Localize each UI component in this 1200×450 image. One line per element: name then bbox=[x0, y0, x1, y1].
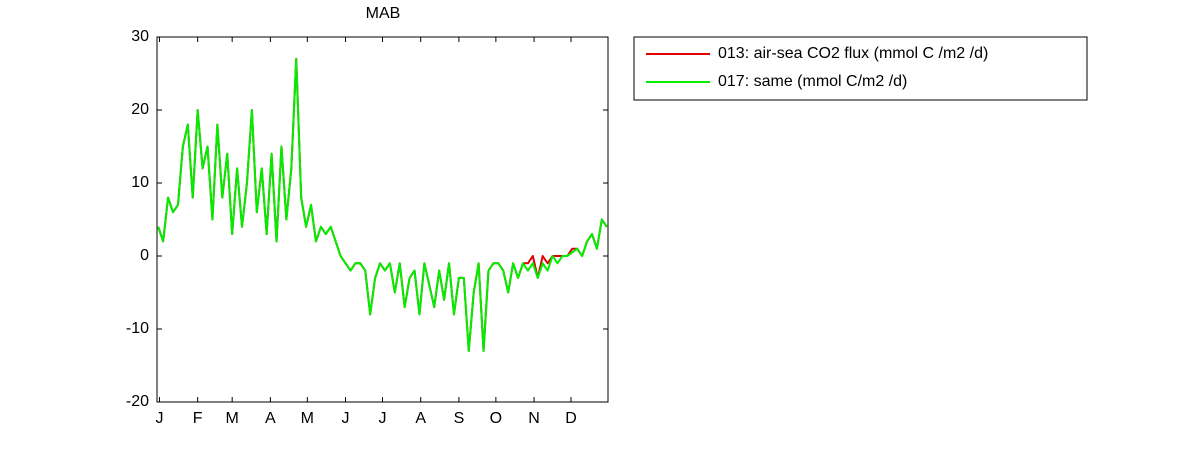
x-tick-label: A bbox=[265, 410, 276, 427]
x-tick-label: J bbox=[155, 410, 163, 427]
y-tick-label: -10 bbox=[126, 320, 149, 337]
x-tick-label: M bbox=[226, 410, 239, 427]
y-tick-label: -20 bbox=[126, 393, 149, 410]
x-tick-label: N bbox=[528, 410, 540, 427]
x-tick-label: S bbox=[454, 410, 465, 427]
x-tick-label: O bbox=[490, 410, 502, 427]
x-tick-label: D bbox=[565, 410, 577, 427]
x-tick-label: M bbox=[301, 410, 314, 427]
x-tick-label: J bbox=[342, 410, 350, 427]
legend-box bbox=[633, 36, 1088, 101]
y-tick-label: 10 bbox=[131, 174, 149, 191]
y-tick-label: 20 bbox=[131, 101, 149, 118]
legend-label: 017: same (mmol C/m2 /d) bbox=[718, 73, 907, 90]
plot-area bbox=[156, 36, 609, 403]
legend-label: 013: air-sea CO2 flux (mmol C /m2 /d) bbox=[718, 45, 988, 62]
chart-title: MAB bbox=[366, 5, 401, 22]
x-tick-label: A bbox=[415, 410, 426, 427]
data-line bbox=[157, 57, 608, 352]
x-tick-label: F bbox=[193, 410, 203, 427]
y-tick-label: 30 bbox=[131, 28, 149, 45]
x-tick-label: J bbox=[379, 410, 387, 427]
y-tick-label: 0 bbox=[140, 247, 149, 264]
